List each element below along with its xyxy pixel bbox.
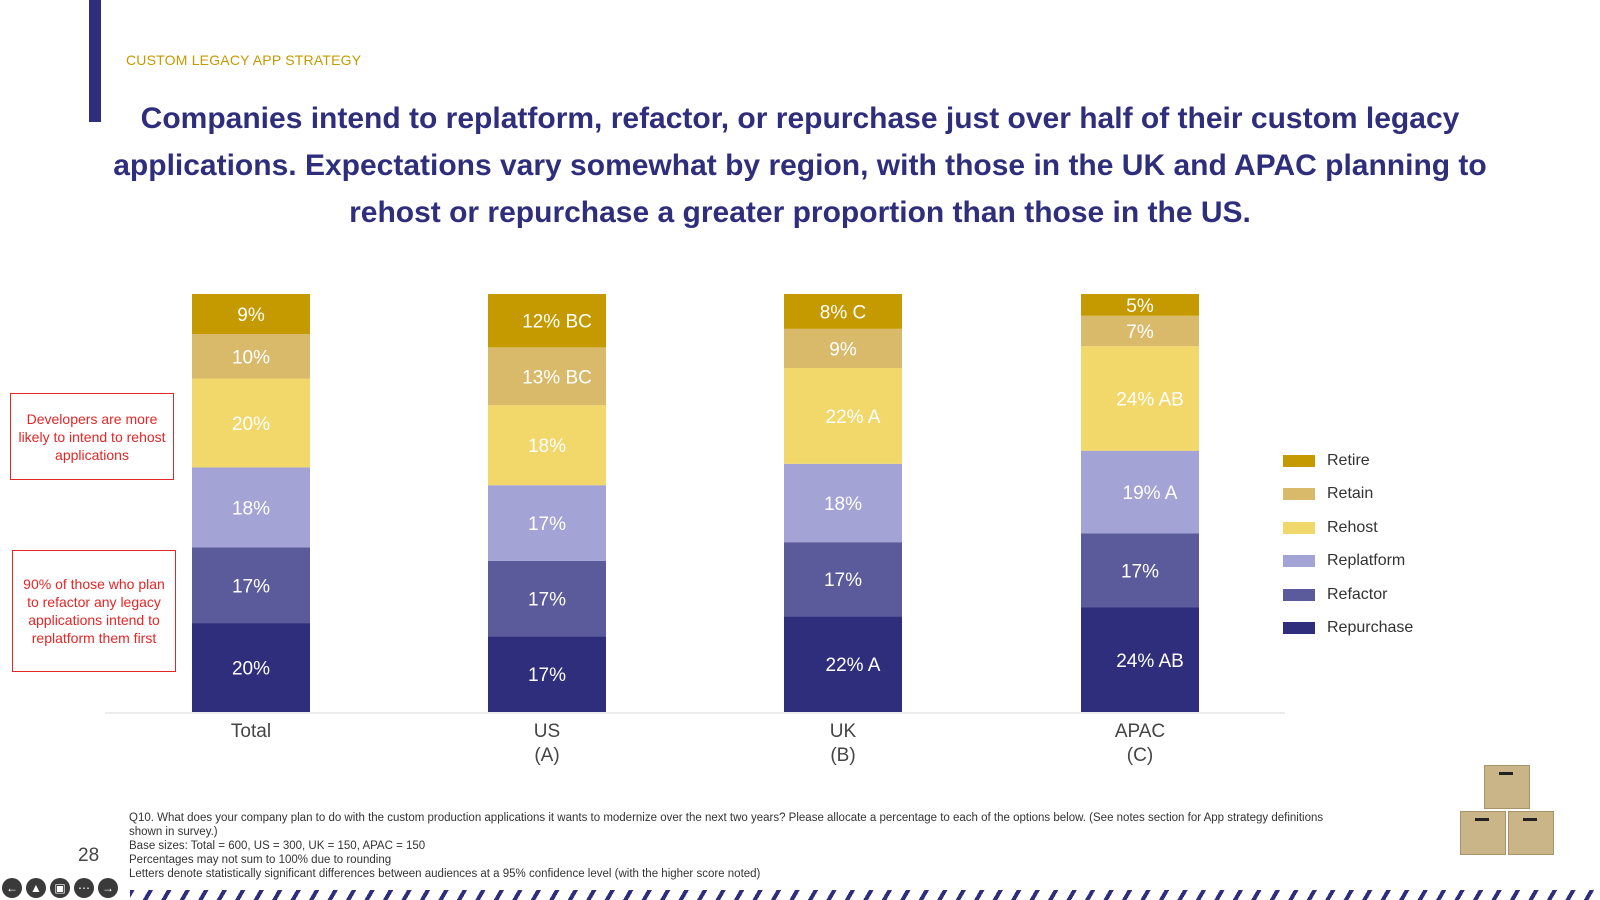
legend-label: Retain bbox=[1327, 485, 1374, 503]
legend-label: Refactor bbox=[1327, 585, 1388, 603]
footnote-significance: Letters denote statistically significant… bbox=[129, 868, 761, 880]
legend-item-repurchase: Repurchase bbox=[1283, 612, 1413, 646]
bar-rehost-0 bbox=[192, 378, 310, 468]
callout-developers: Developers are more likely to intend to … bbox=[10, 393, 174, 480]
category-label: APAC bbox=[1115, 721, 1165, 742]
previous-icon[interactable]: ← bbox=[2, 878, 22, 898]
data-label: 9% bbox=[237, 305, 265, 326]
bar-rehost-3 bbox=[1081, 346, 1199, 451]
headline: Companies intend to replatform, refactor… bbox=[113, 102, 1487, 229]
bar-refactor-0 bbox=[192, 547, 310, 624]
bar-retire-0 bbox=[192, 294, 310, 335]
bar-refactor-2 bbox=[784, 542, 902, 617]
bar-retain-2 bbox=[784, 328, 902, 369]
data-label: 5% bbox=[1126, 296, 1154, 317]
bar-retire-3 bbox=[1081, 294, 1199, 316]
data-label: 24% AB bbox=[1116, 651, 1184, 672]
legend-label: Replatform bbox=[1327, 552, 1406, 570]
bar-retire-2 bbox=[784, 294, 902, 329]
bar-repurchase-3 bbox=[1081, 607, 1199, 712]
category-label: UK bbox=[830, 721, 857, 742]
bar-retain-3 bbox=[1081, 315, 1199, 347]
bar-retire-1 bbox=[488, 294, 606, 348]
data-label: 9% bbox=[829, 339, 857, 360]
data-label: 19% A bbox=[1123, 483, 1178, 504]
bar-replatform-3 bbox=[1081, 450, 1199, 534]
more-icon[interactable]: ⋯ bbox=[74, 878, 94, 898]
data-label: 17% bbox=[528, 590, 566, 611]
eyebrow-title: CUSTOM LEGACY APP STRATEGY bbox=[126, 52, 362, 68]
captions-icon[interactable]: ▣ bbox=[50, 878, 70, 898]
bar-rehost-2 bbox=[784, 368, 902, 464]
legend-item-refactor: Refactor bbox=[1283, 578, 1413, 612]
bar-refactor-3 bbox=[1081, 533, 1199, 608]
bar-replatform-0 bbox=[192, 467, 310, 548]
bar-repurchase-1 bbox=[488, 636, 606, 712]
legend-label: Repurchase bbox=[1327, 619, 1414, 637]
data-label: 18% bbox=[232, 498, 270, 519]
boxes-icon bbox=[1460, 765, 1560, 860]
next-icon[interactable]: → bbox=[98, 878, 118, 898]
bar-repurchase-2 bbox=[784, 616, 902, 712]
footnote-base: Base sizes: Total = 600, US = 300, UK = … bbox=[129, 840, 426, 852]
category-label: (C) bbox=[1127, 745, 1153, 766]
chart-legend: Retire Retain Rehost Replatform Refactor Repu… bbox=[1283, 444, 1413, 645]
accent-bar bbox=[89, 0, 101, 122]
data-label: 18% bbox=[528, 436, 566, 457]
legend-swatch bbox=[1283, 454, 1315, 467]
data-label: 17% bbox=[232, 576, 270, 597]
footnote: Q10. What does your company plan to do w… bbox=[129, 811, 1329, 881]
legend-item-rehost: Rehost bbox=[1283, 511, 1413, 545]
legend-item-retain: Retain bbox=[1283, 478, 1413, 512]
bar-retain-1 bbox=[488, 347, 606, 406]
data-label: 24% AB bbox=[1116, 390, 1184, 411]
bar-repurchase-0 bbox=[192, 623, 310, 712]
data-label: 17% bbox=[1121, 561, 1159, 582]
data-label: 8% C bbox=[820, 302, 866, 323]
data-label: 20% bbox=[232, 659, 270, 680]
data-label: 13% BC bbox=[522, 367, 592, 388]
pointer-icon[interactable]: ▲ bbox=[26, 878, 46, 898]
legend-item-replatform: Replatform bbox=[1283, 545, 1413, 579]
bar-replatform-1 bbox=[488, 485, 606, 561]
footnote-question: Q10. What does your company plan to do w… bbox=[129, 812, 1324, 838]
data-label: 10% bbox=[232, 347, 270, 368]
legend-swatch bbox=[1283, 622, 1315, 635]
slide-controls: ← ▲ ▣ ⋯ → bbox=[2, 878, 118, 898]
data-label: 18% bbox=[824, 494, 862, 515]
data-label: 17% bbox=[528, 665, 566, 686]
data-label: 22% A bbox=[826, 407, 881, 428]
data-label: 22% A bbox=[826, 655, 881, 676]
legend-label: Retire bbox=[1327, 451, 1370, 469]
data-label: 17% bbox=[824, 570, 862, 591]
category-label: US bbox=[534, 721, 560, 742]
data-label: 17% bbox=[528, 514, 566, 535]
callout-refactor: 90% of those who plan to refactor any le… bbox=[12, 550, 176, 672]
data-label: 7% bbox=[1126, 322, 1154, 343]
bar-retain-0 bbox=[192, 334, 310, 379]
category-label: Total bbox=[231, 721, 271, 742]
bar-refactor-1 bbox=[488, 560, 606, 637]
page-number: 28 bbox=[78, 845, 100, 866]
data-label: 12% BC bbox=[522, 312, 592, 333]
legend-label: Rehost bbox=[1327, 518, 1378, 536]
category-label: (B) bbox=[830, 745, 855, 766]
legend-item-retire: Retire bbox=[1283, 444, 1413, 478]
decorative-stripe bbox=[130, 890, 1600, 900]
bar-rehost-1 bbox=[488, 405, 606, 486]
legend-swatch bbox=[1283, 521, 1315, 534]
category-label: (A) bbox=[534, 745, 559, 766]
bar-replatform-2 bbox=[784, 463, 902, 543]
footnote-rounding: Percentages may not sum to 100% due to r… bbox=[129, 854, 392, 866]
legend-swatch bbox=[1283, 588, 1315, 601]
legend-swatch bbox=[1283, 555, 1315, 568]
legend-swatch bbox=[1283, 488, 1315, 501]
data-label: 20% bbox=[232, 414, 270, 435]
